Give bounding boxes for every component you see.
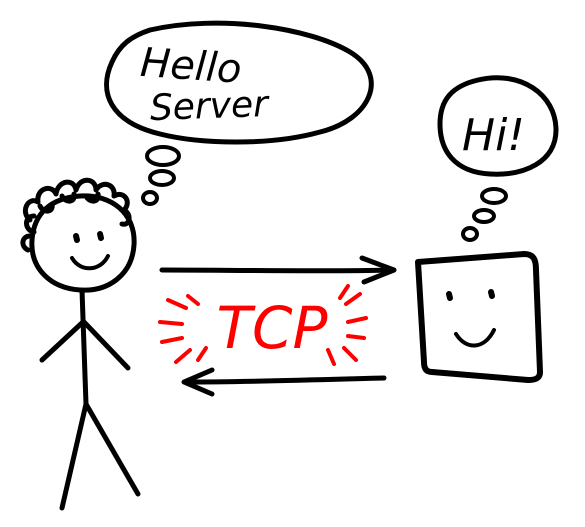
client-bubble-dot-2	[148, 169, 176, 187]
server-right-eye	[488, 289, 495, 299]
client-left-eye	[73, 233, 80, 243]
response-arrow-shaft	[183, 375, 387, 385]
client-right-eye	[97, 231, 104, 241]
client-hair	[20, 177, 132, 253]
client-torso	[79, 287, 89, 407]
tcp-label: TCP	[158, 284, 368, 366]
client-smile	[70, 254, 110, 271]
server-bubble-dot-2	[472, 208, 496, 224]
client-figure	[20, 177, 141, 511]
server-speech: Hi!	[462, 110, 525, 161]
tcp-burst-marks	[158, 284, 368, 366]
server-bubble-outline	[437, 75, 559, 177]
request-arrow	[159, 255, 397, 285]
server-bubble-dot-3	[461, 226, 479, 242]
server-thought-bubble: Hi!	[437, 75, 559, 242]
client-bubble-dot-1	[145, 145, 181, 167]
client-left-arm	[39, 319, 86, 363]
server-box-outline	[415, 251, 543, 383]
server-left-eye	[446, 291, 453, 301]
client-speech-line2: Server	[149, 84, 271, 129]
server-bubble-dot-1	[480, 187, 508, 205]
client-bubble-outline	[104, 20, 374, 145]
request-arrow-shaft	[159, 267, 395, 274]
server-smile	[454, 328, 496, 348]
client-right-arm	[81, 319, 131, 371]
client-right-leg	[83, 401, 141, 497]
client-left-leg	[59, 401, 89, 511]
client-speech-line1: Hello	[139, 40, 243, 93]
tcp-text: TCP	[217, 294, 328, 362]
server-box	[415, 251, 543, 383]
response-arrow	[181, 367, 387, 397]
client-bubble-dot-3	[141, 190, 159, 206]
request-arrow-head	[359, 255, 397, 285]
response-arrow-head	[181, 367, 215, 397]
client-thought-bubble: Hello Server	[104, 20, 374, 206]
